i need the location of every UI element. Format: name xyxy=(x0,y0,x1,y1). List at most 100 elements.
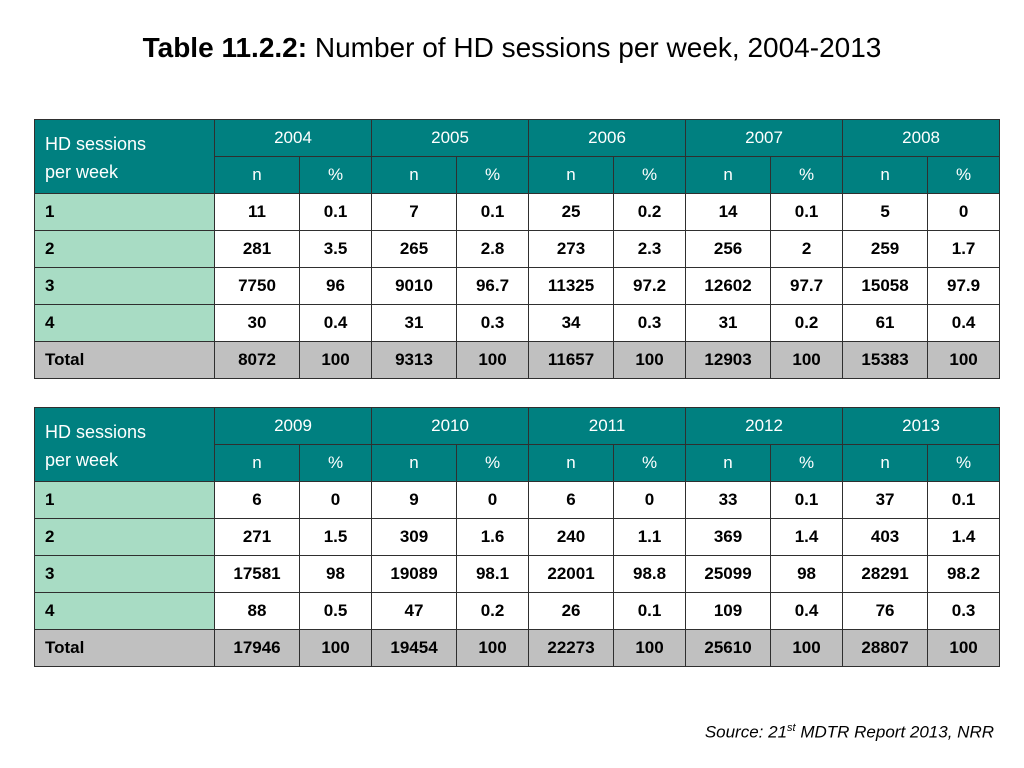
count-cell: 28807 xyxy=(842,629,929,667)
row-label: Total xyxy=(34,629,215,667)
year-header: 2009 xyxy=(213,407,373,445)
percent-cell: 0.3 xyxy=(456,304,530,342)
count-subheader: n xyxy=(842,444,929,482)
count-cell: 11657 xyxy=(528,341,615,379)
percent-cell: 1.4 xyxy=(770,518,844,556)
count-cell: 22001 xyxy=(528,555,615,593)
count-subheader: n xyxy=(528,444,615,482)
table-row: 4 88 0.5 47 0.2 26 0.1 109 0.4 76 0.3 xyxy=(34,592,1001,630)
percent-cell: 97.9 xyxy=(927,267,1001,305)
count-cell: 14 xyxy=(685,193,772,231)
count-cell: 22273 xyxy=(528,629,615,667)
title-prefix: Table 11.2.2: xyxy=(142,32,308,63)
percent-cell: 0 xyxy=(298,481,373,519)
count-cell: 7750 xyxy=(214,267,300,305)
percent-cell: 0.5 xyxy=(298,592,373,630)
table-row: 4 30 0.4 31 0.3 34 0.3 31 0.2 61 0.4 xyxy=(34,304,1001,342)
row-label: 2 xyxy=(34,230,215,268)
count-cell: 8072 xyxy=(214,341,300,379)
count-cell: 5 xyxy=(842,193,929,231)
count-subheader: n xyxy=(528,156,615,194)
count-cell: 7 xyxy=(371,193,458,231)
source-superscript: st xyxy=(787,722,796,734)
percent-cell: 0.4 xyxy=(927,304,1001,342)
percent-cell: 0.3 xyxy=(927,592,1001,630)
count-cell: 15058 xyxy=(842,267,929,305)
year-header: 2012 xyxy=(685,407,844,445)
percent-cell: 0.3 xyxy=(613,304,687,342)
count-cell: 76 xyxy=(842,592,929,630)
percent-subheader: % xyxy=(456,156,530,194)
count-cell: 12903 xyxy=(685,341,772,379)
source-suffix: MDTR Report 2013, NRR xyxy=(795,722,994,742)
hd-sessions-table-2009-2013: HD sessions per week 2009 2010 2011 2012 2013 n… xyxy=(34,407,1001,667)
percent-cell: 100 xyxy=(770,629,844,667)
percent-cell: 100 xyxy=(927,341,1001,379)
percent-cell: 1.5 xyxy=(298,518,373,556)
count-subheader: n xyxy=(685,444,772,482)
source-note: Source: 21st MDTR Report 2013, NRR xyxy=(705,722,994,743)
count-subheader: n xyxy=(371,156,458,194)
percent-subheader: % xyxy=(927,444,1001,482)
percent-cell: 1.4 xyxy=(927,518,1001,556)
row-header-label: HD sessions per week xyxy=(34,407,215,482)
count-cell: 17946 xyxy=(214,629,300,667)
percent-subheader: % xyxy=(613,444,687,482)
year-header: 2008 xyxy=(842,119,1001,157)
count-cell: 34 xyxy=(528,304,615,342)
percent-cell: 100 xyxy=(770,341,844,379)
count-cell: 309 xyxy=(371,518,458,556)
year-header: 2004 xyxy=(213,119,373,157)
percent-cell: 100 xyxy=(456,629,530,667)
count-cell: 33 xyxy=(685,481,772,519)
percent-cell: 3.5 xyxy=(298,230,373,268)
percent-cell: 98.1 xyxy=(456,555,530,593)
percent-cell: 0.1 xyxy=(927,481,1001,519)
percent-cell: 0.2 xyxy=(613,193,687,231)
count-cell: 25610 xyxy=(685,629,772,667)
count-cell: 12602 xyxy=(685,267,772,305)
page-title: Table 11.2.2: Number of HD sessions per … xyxy=(0,30,1024,66)
percent-cell: 0.1 xyxy=(770,193,844,231)
percent-cell: 2 xyxy=(770,230,844,268)
row-label: 1 xyxy=(34,481,215,519)
count-cell: 47 xyxy=(371,592,458,630)
percent-subheader: % xyxy=(298,156,373,194)
percent-cell: 100 xyxy=(613,629,687,667)
year-header: 2006 xyxy=(528,119,687,157)
percent-subheader: % xyxy=(456,444,530,482)
hd-sessions-table-2004-2008: HD sessions per week 2004 2005 2006 2007 2008 n… xyxy=(34,119,1001,379)
count-cell: 31 xyxy=(685,304,772,342)
percent-cell: 97.7 xyxy=(770,267,844,305)
percent-cell: 0.4 xyxy=(770,592,844,630)
year-header: 2010 xyxy=(371,407,530,445)
year-header: 2013 xyxy=(842,407,1001,445)
total-row: Total 17946 100 19454 100 22273 100 25610 100 288… xyxy=(34,629,1001,667)
percent-cell: 98.8 xyxy=(613,555,687,593)
percent-cell: 2.3 xyxy=(613,230,687,268)
header-row-subheaders: n% n% n% n% n% xyxy=(35,156,1001,194)
count-cell: 265 xyxy=(371,230,458,268)
count-cell: 26 xyxy=(528,592,615,630)
count-cell: 61 xyxy=(842,304,929,342)
percent-cell: 98.2 xyxy=(927,555,1001,593)
percent-cell: 0.1 xyxy=(456,193,530,231)
percent-cell: 100 xyxy=(613,341,687,379)
percent-cell: 1.6 xyxy=(456,518,530,556)
count-cell: 6 xyxy=(214,481,300,519)
percent-cell: 1.1 xyxy=(613,518,687,556)
row-label: 3 xyxy=(34,267,215,305)
header-row-years: HD sessions per week 2009 2010 2011 2012 2013 xyxy=(34,407,1001,482)
count-cell: 25 xyxy=(528,193,615,231)
percent-cell: 100 xyxy=(298,341,373,379)
count-cell: 109 xyxy=(685,592,772,630)
percent-subheader: % xyxy=(927,156,1001,194)
header-row-subheaders: n% n% n% n% n% xyxy=(35,444,1001,482)
row-label: 4 xyxy=(34,304,215,342)
count-subheader: n xyxy=(214,444,300,482)
year-header: 2005 xyxy=(371,119,530,157)
percent-subheader: % xyxy=(770,156,844,194)
count-cell: 11 xyxy=(214,193,300,231)
count-cell: 15383 xyxy=(842,341,929,379)
table-row: 3 17581 98 19089 98.1 22001 98.8 25099 98 28291 98… xyxy=(34,555,1001,593)
